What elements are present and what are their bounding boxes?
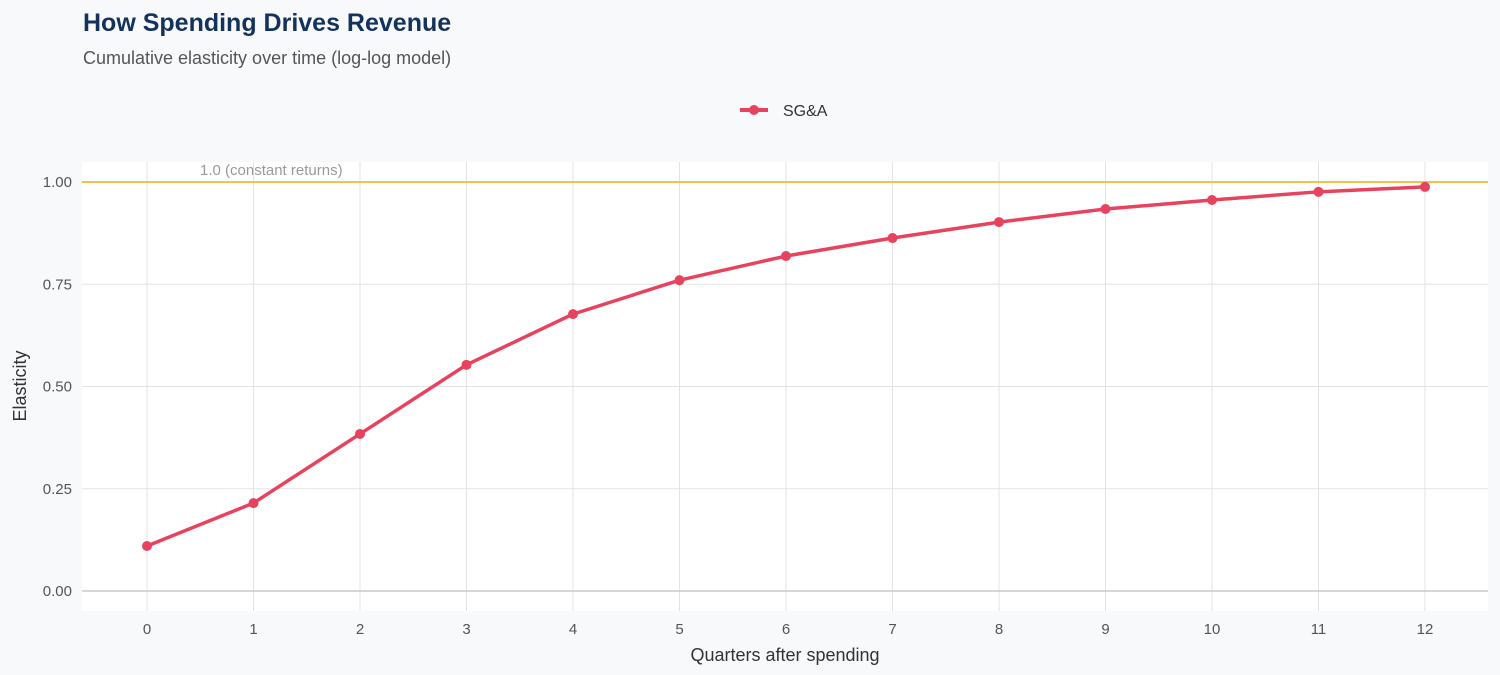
x-tick-label: 3: [462, 621, 470, 638]
data-point: [1420, 181, 1430, 192]
x-tick-label: 11: [1311, 621, 1327, 638]
data-point: [568, 309, 578, 320]
data-point: [1207, 194, 1217, 205]
legend-marker: [749, 105, 759, 115]
y-tick-label: 0.50: [43, 379, 72, 396]
y-axis-label: Elasticity: [10, 350, 30, 421]
x-tick-label: 1: [249, 621, 257, 638]
x-tick-label: 9: [1101, 621, 1109, 638]
data-point: [461, 359, 472, 370]
y-tick-label: 0.25: [43, 481, 72, 498]
x-tick-label: 7: [888, 621, 896, 638]
data-point: [355, 428, 365, 439]
x-tick-label: 10: [1204, 621, 1221, 638]
x-tick-label: 6: [782, 621, 790, 638]
x-tick-label: 8: [995, 621, 1003, 638]
y-tick-label: 1.00: [43, 174, 72, 191]
x-tick-label: 4: [569, 621, 577, 638]
chart-title: How Spending Drives Revenue: [83, 9, 451, 37]
data-point: [781, 251, 791, 262]
y-tick-label: 0.75: [43, 276, 72, 293]
x-tick-label: 2: [356, 621, 364, 638]
x-axis-label: Quarters after spending: [690, 645, 879, 665]
data-point: [248, 498, 259, 509]
x-tick-label: 12: [1417, 621, 1434, 638]
legend: SG&A: [740, 103, 828, 120]
data-point: [1100, 203, 1111, 214]
legend-label: SG&A: [783, 103, 828, 120]
x-tick-label: 5: [675, 621, 683, 638]
x-tick-label: 0: [143, 621, 151, 638]
data-point: [994, 217, 1004, 228]
data-point: [674, 275, 685, 286]
chart-subtitle: Cumulative elasticity over time (log-log…: [83, 48, 451, 68]
data-point: [142, 541, 152, 552]
data-point: [887, 233, 898, 244]
reference-line-label: 1.0 (constant returns): [200, 162, 343, 179]
data-point: [1313, 186, 1324, 197]
y-tick-label: 0.00: [43, 583, 72, 600]
